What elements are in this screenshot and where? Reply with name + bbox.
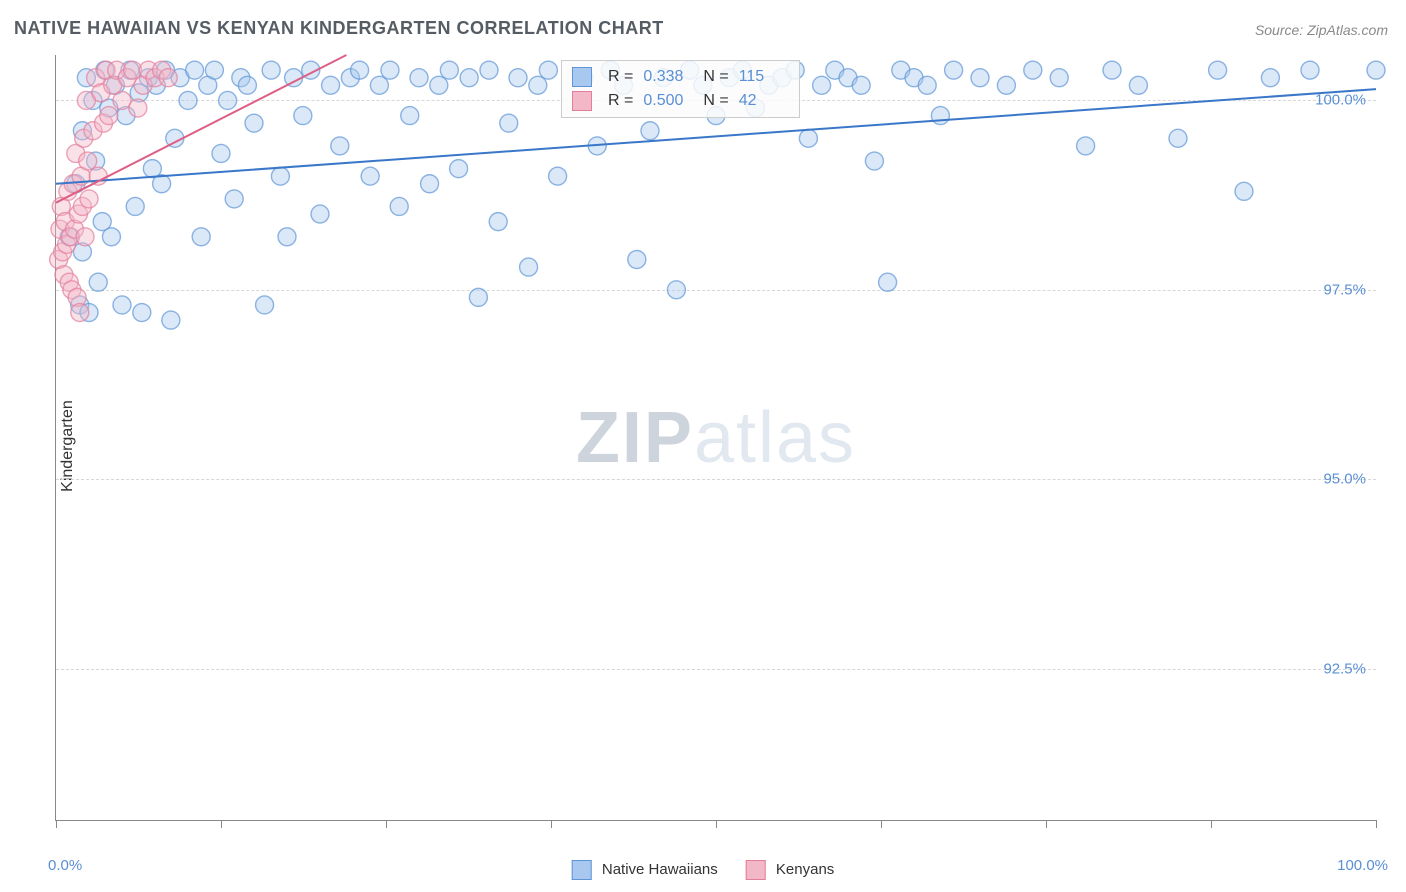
data-point bbox=[262, 61, 280, 79]
data-point bbox=[390, 197, 408, 215]
data-point bbox=[549, 167, 567, 185]
data-point bbox=[1169, 129, 1187, 147]
data-point bbox=[225, 190, 243, 208]
data-point bbox=[126, 197, 144, 215]
data-point bbox=[179, 91, 197, 109]
data-point bbox=[311, 205, 329, 223]
data-point bbox=[294, 107, 312, 125]
data-point bbox=[813, 76, 831, 94]
data-point bbox=[361, 167, 379, 185]
data-point bbox=[931, 107, 949, 125]
data-point bbox=[76, 228, 94, 246]
data-point bbox=[1367, 61, 1385, 79]
data-point bbox=[410, 69, 428, 87]
data-point bbox=[460, 69, 478, 87]
legend-item-kenyans: Kenyans bbox=[746, 860, 835, 880]
data-point bbox=[997, 76, 1015, 94]
data-point bbox=[133, 304, 151, 322]
plot-svg bbox=[56, 55, 1376, 820]
data-point bbox=[628, 251, 646, 269]
swatch-kenyans-icon bbox=[746, 860, 766, 880]
data-point bbox=[879, 273, 897, 291]
data-point bbox=[79, 152, 97, 170]
legend-row-kenyans: R = 0.500 N = 42 bbox=[572, 89, 789, 113]
data-point bbox=[245, 114, 263, 132]
data-point bbox=[212, 144, 230, 162]
plot-area: ZIPatlas R = 0.338 N = 115 R = 0.500 N =… bbox=[55, 55, 1376, 821]
data-point bbox=[100, 107, 118, 125]
data-point bbox=[529, 76, 547, 94]
data-point bbox=[450, 160, 468, 178]
data-point bbox=[162, 311, 180, 329]
data-point bbox=[102, 228, 120, 246]
swatch-hawaiians-icon bbox=[572, 67, 592, 87]
data-point bbox=[489, 213, 507, 231]
data-point bbox=[89, 167, 107, 185]
data-point bbox=[370, 76, 388, 94]
data-point bbox=[1261, 69, 1279, 87]
data-point bbox=[1129, 76, 1147, 94]
data-point bbox=[1235, 182, 1253, 200]
data-point bbox=[401, 107, 419, 125]
y-tick-label: 92.5% bbox=[1323, 660, 1366, 677]
data-point bbox=[799, 129, 817, 147]
data-point bbox=[256, 296, 274, 314]
data-point bbox=[271, 167, 289, 185]
source-label: Source: ZipAtlas.com bbox=[1255, 22, 1388, 38]
data-point bbox=[539, 61, 557, 79]
data-point bbox=[381, 61, 399, 79]
data-point bbox=[1103, 61, 1121, 79]
data-point bbox=[852, 76, 870, 94]
data-point bbox=[331, 137, 349, 155]
data-point bbox=[1209, 61, 1227, 79]
data-point bbox=[278, 228, 296, 246]
y-tick-label: 95.0% bbox=[1323, 471, 1366, 488]
correlation-legend: R = 0.338 N = 115 R = 0.500 N = 42 bbox=[561, 60, 800, 118]
x-max-label: 100.0% bbox=[1337, 857, 1388, 874]
legend-row-hawaiians: R = 0.338 N = 115 bbox=[572, 65, 789, 89]
swatch-kenyans-icon bbox=[572, 91, 592, 111]
data-point bbox=[205, 61, 223, 79]
data-point bbox=[421, 175, 439, 193]
data-point bbox=[1301, 61, 1319, 79]
data-point bbox=[971, 69, 989, 87]
data-point bbox=[480, 61, 498, 79]
data-point bbox=[1077, 137, 1095, 155]
data-point bbox=[865, 152, 883, 170]
data-point bbox=[322, 76, 340, 94]
legend-item-hawaiians: Native Hawaiians bbox=[572, 860, 718, 880]
data-point bbox=[1050, 69, 1068, 87]
data-point bbox=[918, 76, 936, 94]
y-tick-label: 100.0% bbox=[1315, 92, 1366, 109]
data-point bbox=[129, 99, 147, 117]
data-point bbox=[1024, 61, 1042, 79]
data-point bbox=[469, 288, 487, 306]
data-point bbox=[113, 296, 131, 314]
data-point bbox=[192, 228, 210, 246]
chart-container: NATIVE HAWAIIAN VS KENYAN KINDERGARTEN C… bbox=[0, 0, 1406, 892]
data-point bbox=[430, 76, 448, 94]
data-point bbox=[238, 76, 256, 94]
data-point bbox=[945, 61, 963, 79]
data-point bbox=[520, 258, 538, 276]
chart-title: NATIVE HAWAIIAN VS KENYAN KINDERGARTEN C… bbox=[14, 18, 664, 39]
data-point bbox=[667, 281, 685, 299]
data-point bbox=[89, 273, 107, 291]
data-point bbox=[641, 122, 659, 140]
data-point bbox=[500, 114, 518, 132]
bottom-legend: Native Hawaiians Kenyans bbox=[572, 860, 835, 880]
y-tick-label: 97.5% bbox=[1323, 281, 1366, 298]
x-min-label: 0.0% bbox=[48, 857, 82, 874]
data-point bbox=[80, 190, 98, 208]
data-point bbox=[159, 69, 177, 87]
data-point bbox=[509, 69, 527, 87]
data-point bbox=[440, 61, 458, 79]
data-point bbox=[219, 91, 237, 109]
swatch-hawaiians-icon bbox=[572, 860, 592, 880]
data-point bbox=[186, 61, 204, 79]
data-point bbox=[71, 304, 89, 322]
data-point bbox=[351, 61, 369, 79]
